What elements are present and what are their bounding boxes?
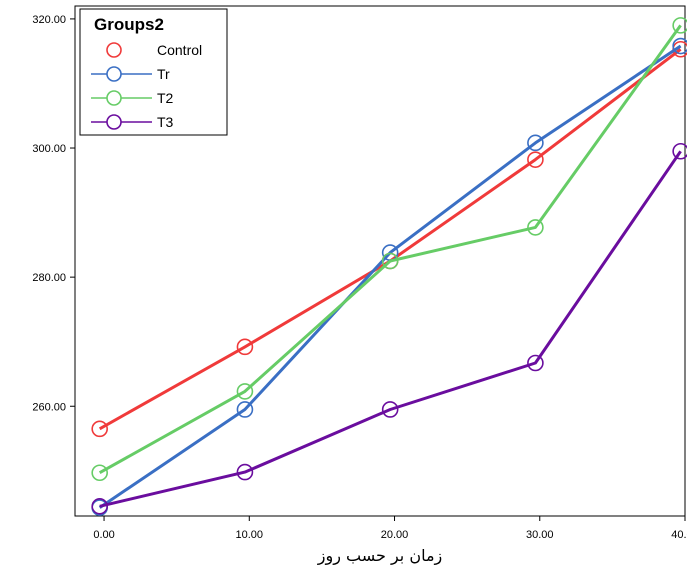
y-axis: 260.00 280.00 300.00 320.00 [32, 14, 75, 413]
data-point-t3 [672, 142, 687, 160]
legend-label-t3: T3 [157, 114, 174, 130]
legend-entry-control: Control [106, 42, 202, 58]
legend-label-control: Control [157, 42, 202, 58]
data-point-control [91, 420, 108, 438]
legend-entry-t2: T2 [91, 90, 174, 106]
data-point-t2 [527, 219, 544, 236]
legend-entry-t3: T3 [91, 114, 174, 130]
x-tick-label: 30.00 [526, 529, 554, 541]
series-line-t2 [98, 24, 682, 475]
series-line-tr [98, 44, 682, 509]
legend: Groups2 Control Tr T2 T3 [79, 8, 228, 136]
data-point-t3 [381, 401, 399, 418]
data-point-tr [527, 134, 544, 152]
legend-entry-tr: Tr [91, 66, 170, 82]
legend-marker-tr [106, 66, 122, 82]
x-tick-label: 20.00 [381, 529, 409, 541]
data-point-tr [672, 37, 687, 55]
legend-box [79, 8, 228, 136]
data-point-t3 [236, 463, 254, 481]
data-point-t2 [91, 464, 108, 482]
series-t3 [91, 142, 687, 515]
series-line-t3 [99, 150, 682, 508]
data-point-t3 [91, 498, 108, 515]
legend-marker-control [106, 42, 122, 58]
data-point-t2 [236, 383, 254, 400]
data-point-control [527, 151, 544, 168]
legend-marker-t2 [106, 90, 122, 106]
x-tick-label: 40.00 [671, 529, 687, 541]
y-tick-label: 280.00 [32, 272, 66, 284]
series-t2 [91, 17, 687, 482]
data-point-control [236, 338, 254, 356]
data-point-tr [236, 401, 254, 418]
data-point-t3 [527, 354, 544, 372]
data-point-t2 [672, 17, 687, 34]
legend-marker-t3 [106, 114, 122, 130]
legend-label-t2: T2 [157, 90, 174, 106]
x-axis-title: زمان بر حسب روز [317, 546, 443, 566]
legend-title: Groups2 [94, 15, 164, 34]
legend-label-tr: Tr [157, 66, 170, 82]
data-point-t2 [381, 252, 399, 270]
y-tick-label: 260.00 [32, 401, 66, 413]
series-layer [91, 17, 687, 516]
x-tick-label: 0.00 [93, 529, 114, 541]
x-tick-label: 10.00 [236, 529, 264, 541]
y-tick-label: 300.00 [32, 143, 66, 155]
x-axis: 0.00 10.00 20.00 30.00 40.00 [93, 516, 687, 541]
y-tick-label: 320.00 [32, 14, 66, 26]
